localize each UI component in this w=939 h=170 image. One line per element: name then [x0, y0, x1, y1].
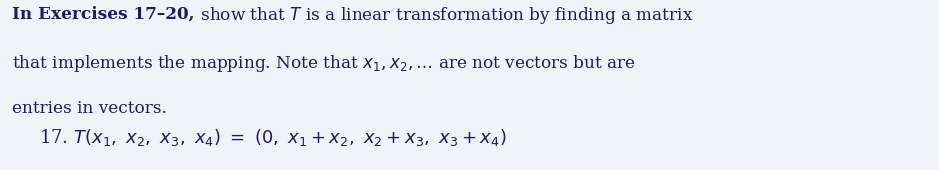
Text: In Exercises 17–20,: In Exercises 17–20,	[12, 5, 194, 22]
Text: 17. $T(x_1,\ x_2,\ x_3,\ x_4)\ =\ (0,\ x_1 + x_2,\ x_2 + x_3,\ x_3 + x_4)$: 17. $T(x_1,\ x_2,\ x_3,\ x_4)\ =\ (0,\ x…	[39, 127, 507, 148]
Text: entries in vectors.: entries in vectors.	[12, 100, 167, 117]
Text: show that $T$ is a linear transformation by finding a matrix: show that $T$ is a linear transformation…	[194, 5, 693, 26]
Text: that implements the mapping. Note that $x_1, x_2, \ldots$ are not vectors but ar: that implements the mapping. Note that $…	[12, 53, 636, 74]
